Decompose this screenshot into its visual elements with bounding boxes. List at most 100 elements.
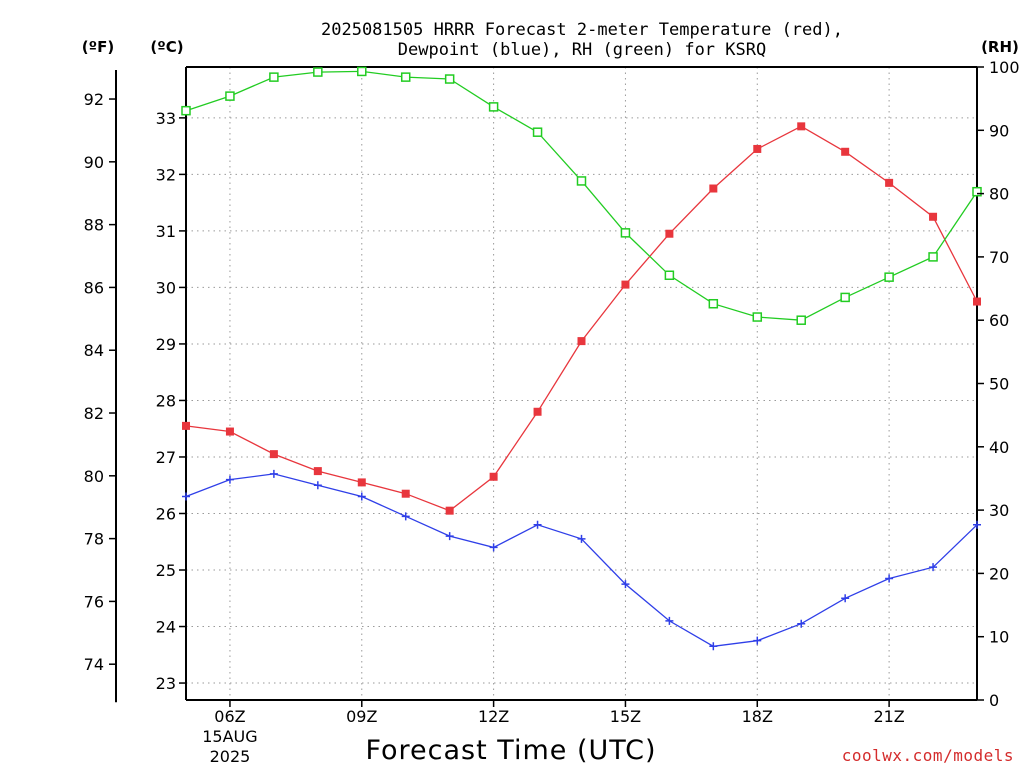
fahrenheit-tick-label: 90 <box>84 153 104 172</box>
ticks: 23 24 25 26 27 28 29 30 31 32 33 74 76 78 80 82 84 86 88 90… <box>84 58 1020 766</box>
rh-tick-label: 70 <box>989 248 1009 267</box>
fahrenheit-tick-label: 88 <box>84 216 104 235</box>
temperature-point <box>225 427 234 436</box>
celsius-tick-label: 31 <box>156 222 176 241</box>
dewpoint-point <box>885 574 894 583</box>
rh-point <box>708 298 719 309</box>
x-tick-label: 12Z <box>478 707 509 726</box>
dewpoint-point <box>973 520 981 529</box>
celsius-tick-label: 25 <box>156 561 176 580</box>
dewpoint-point <box>533 520 542 529</box>
rh-point <box>928 252 938 262</box>
temperature-point <box>665 229 674 238</box>
dewpoint-point <box>797 619 806 628</box>
rh-tick-label: 20 <box>989 564 1009 583</box>
rh-tick-label: 10 <box>989 628 1009 647</box>
rh-point <box>357 66 367 77</box>
celsius-tick-label: 29 <box>156 335 176 354</box>
temperature-point <box>533 407 542 416</box>
dewpoint-point <box>225 475 234 484</box>
dewpoint-point <box>182 492 190 501</box>
rh-point <box>488 102 499 112</box>
temperature-point <box>357 478 366 487</box>
x-axis-title: Forecast Time (UTC) <box>365 735 656 766</box>
rh-point <box>664 270 675 281</box>
temperature-point <box>709 184 718 193</box>
celsius-tick-label: 23 <box>156 674 176 693</box>
dewpoint-line <box>185 473 978 647</box>
series-layer <box>181 66 982 651</box>
grid <box>186 67 977 700</box>
celsius-tick-label: 28 <box>156 391 176 410</box>
rh-point <box>225 91 235 101</box>
x-tick-year-label: 2025 <box>210 747 251 766</box>
rh-point <box>752 312 763 322</box>
dewpoint-point <box>357 492 366 501</box>
rh-tick-label: 80 <box>989 185 1009 204</box>
fahrenheit-tick-label: 84 <box>84 341 104 360</box>
dewpoint-point <box>709 642 718 651</box>
series-group <box>181 66 982 651</box>
x-tick-label: 09Z <box>346 707 377 726</box>
celsius-tick-label: 26 <box>156 504 176 523</box>
x-tick-label: 15Z <box>610 707 641 726</box>
temperature-point <box>182 421 190 430</box>
temperature-point <box>313 467 322 476</box>
rh-point <box>313 67 323 77</box>
temperature-point <box>841 147 850 156</box>
dewpoint-point <box>577 534 586 543</box>
dewpoint-point <box>929 563 938 572</box>
rh-tick-label: 50 <box>989 375 1009 394</box>
credit-text: coolwx.com/models <box>842 746 1014 765</box>
chart-title-line2: Dewpoint (blue), RH (green) for KSRQ <box>398 40 766 60</box>
rh-point <box>796 315 806 325</box>
dewpoint-point <box>489 543 498 552</box>
rh-tick-label: 30 <box>989 501 1009 520</box>
rh-point <box>400 72 411 82</box>
temperature-point <box>621 280 630 289</box>
axes <box>115 66 978 703</box>
rh-point <box>620 228 631 238</box>
dewpoint-point <box>841 594 850 603</box>
rh-tick-label: 90 <box>989 121 1009 140</box>
rh-point <box>532 127 543 137</box>
temperature-point <box>401 489 410 498</box>
fahrenheit-tick-label: 80 <box>84 467 104 486</box>
temperature-point <box>577 337 586 346</box>
x-tick-label: 18Z <box>742 707 773 726</box>
x-tick-label: 21Z <box>873 707 904 726</box>
temperature-point <box>885 178 894 187</box>
temperature-point <box>797 122 806 131</box>
dewpoint-point <box>445 532 454 541</box>
rh-tick-label: 40 <box>989 438 1009 457</box>
celsius-tick-label: 30 <box>156 278 176 297</box>
rh-line <box>185 70 978 321</box>
rh-point <box>576 176 587 186</box>
chart-title-line1: 2025081505 HRRR Forecast 2-meter Tempera… <box>321 20 843 40</box>
x-tick-date-label: 15AUG <box>202 727 257 746</box>
rh-point <box>444 74 455 84</box>
temperature-point <box>489 472 498 481</box>
rh-point <box>269 72 279 82</box>
rh-tick-label: 0 <box>989 691 999 710</box>
dewpoint-point <box>313 481 322 490</box>
dewpoint-point <box>269 469 278 478</box>
celsius-tick-label: 32 <box>156 165 176 184</box>
rh-tick-label: 100 <box>989 58 1020 77</box>
fahrenheit-tick-label: 82 <box>84 404 104 423</box>
rh-point <box>884 272 894 282</box>
rh-point <box>840 292 850 303</box>
fahrenheit-tick-label: 76 <box>84 592 104 611</box>
dewpoint-point <box>401 512 410 521</box>
rh-tick-label: 60 <box>989 311 1009 330</box>
celsius-axis-label: (ºC) <box>150 38 183 56</box>
rh-point <box>972 186 982 197</box>
x-tick-label: 06Z <box>214 707 245 726</box>
temperature-point <box>445 506 454 515</box>
dewpoint-point <box>753 636 762 645</box>
temperature-point <box>973 297 981 306</box>
fahrenheit-axis-label: (ºF) <box>82 38 114 56</box>
celsius-tick-label: 27 <box>156 448 176 467</box>
dewpoint-point <box>621 580 630 589</box>
